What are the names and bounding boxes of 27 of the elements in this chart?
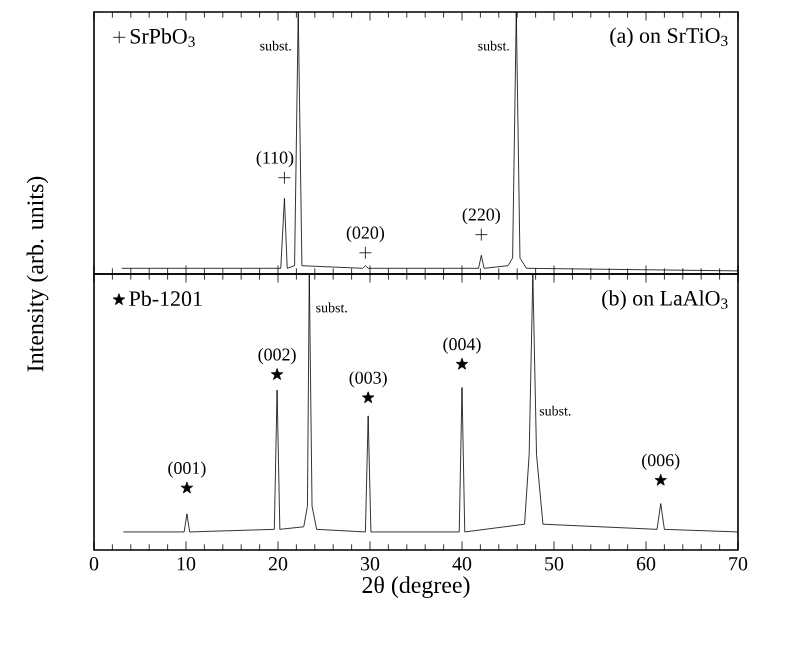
x-tick-label: 20 [268,557,288,571]
x-tick-label: 30 [361,557,380,571]
y-axis-title: Intensity (arb. units) [26,176,49,372]
text: (a) on SrTiO$_{3}$ [610,27,728,48]
point [654,473,667,486]
annotation: (003) [349,371,387,388]
text: (b) on LaAlO$_{3}$ [602,290,728,311]
point [270,368,284,380]
legend-label: Pb-1201 [129,290,202,307]
legend-label: SrPbO$_{3}$ [130,28,195,47]
annotation: (002) [258,347,296,365]
annotation: (220) [462,207,500,225]
annotation: (110) [256,151,294,168]
annotation: (006) [642,453,680,470]
annotation: (004) [443,337,481,354]
x-axis-title: 2θ (degree) [362,576,470,599]
x-tick-label: 10 [177,557,196,571]
x-tick-label: 0 [89,557,99,571]
x-tick-label: 50 [545,557,564,571]
point [362,391,375,404]
annotation: (020) [346,226,385,243]
x-tick-label: 60 [636,557,656,571]
x-tick-label: 40 [452,557,472,571]
point [455,357,469,370]
x-tick-label: 70 [729,557,748,571]
annotation: (001) [168,461,206,478]
point [180,481,194,494]
